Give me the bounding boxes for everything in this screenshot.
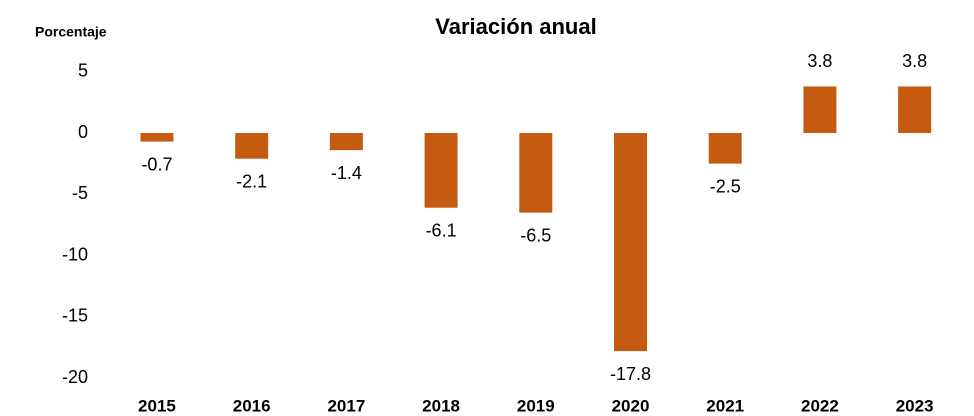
x-tick-label: 2023: [896, 396, 934, 415]
data-label: -2.5: [710, 176, 741, 196]
bar: [614, 133, 648, 352]
bar: [140, 133, 174, 142]
y-tick-label: -20: [62, 367, 88, 387]
bar: [803, 86, 837, 133]
data-label: -17.8: [610, 364, 651, 384]
data-label: -0.7: [141, 154, 172, 174]
bar: [235, 133, 269, 159]
x-tick-label: 2020: [612, 396, 650, 415]
chart-title: Variación anual: [435, 14, 596, 39]
bar: [329, 133, 363, 151]
data-label: -6.5: [520, 225, 551, 245]
y-tick-label: 0: [78, 122, 88, 142]
bar: [424, 133, 458, 208]
y-tick-label: -5: [72, 183, 88, 203]
data-label: -6.1: [426, 220, 457, 240]
x-tick-label: 2017: [327, 396, 365, 415]
x-tick-label: 2021: [706, 396, 744, 415]
y-tick-label: -10: [62, 244, 88, 264]
y-tick-label: 5: [78, 61, 88, 81]
x-tick-label: 2018: [422, 396, 460, 415]
x-tick-label: 2016: [233, 396, 271, 415]
data-label: 3.8: [807, 51, 832, 71]
data-label: -2.1: [236, 171, 267, 191]
bar: [519, 133, 553, 213]
bar: [898, 86, 932, 133]
data-label: -1.4: [331, 163, 362, 183]
data-label: 3.8: [902, 51, 927, 71]
x-tick-label: 2019: [517, 396, 555, 415]
x-tick-label: 2015: [138, 396, 176, 415]
x-tick-label: 2022: [801, 396, 839, 415]
y-axis-label: Porcentaje: [35, 24, 107, 40]
y-tick-label: -15: [62, 306, 88, 326]
bar: [708, 133, 742, 164]
